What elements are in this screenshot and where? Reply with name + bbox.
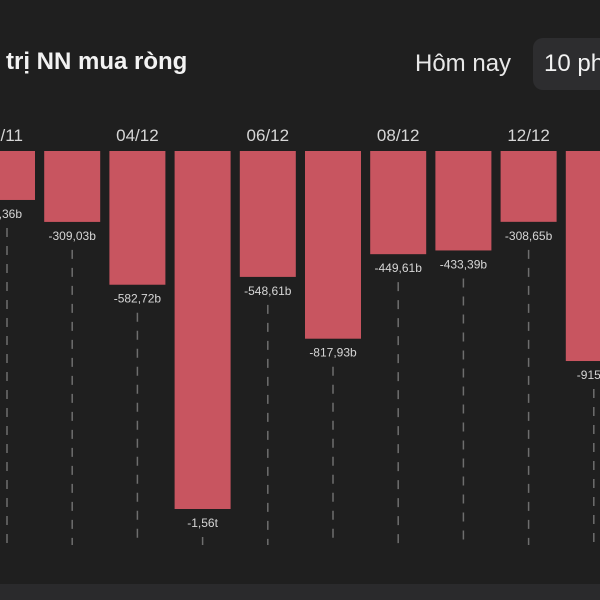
bar[interactable] bbox=[370, 151, 427, 255]
bar-value-label: -1,56t bbox=[187, 516, 218, 530]
bar[interactable] bbox=[435, 151, 492, 251]
bar[interactable] bbox=[44, 151, 101, 222]
bar-value-label: -548,61b bbox=[244, 284, 292, 298]
period-today-button[interactable]: Hôm nay bbox=[415, 50, 512, 77]
chart-title: trị NN mua ròng bbox=[6, 48, 188, 75]
bar[interactable] bbox=[174, 151, 231, 509]
bottom-bar bbox=[0, 584, 600, 600]
bar-value-label: 3,36b bbox=[0, 207, 22, 221]
x-tick-label: 06/12 bbox=[247, 126, 290, 145]
bar-value-label: -449,61b bbox=[375, 261, 423, 275]
bar-value-label: -582,72b bbox=[114, 292, 162, 306]
bar[interactable] bbox=[305, 151, 361, 339]
bar[interactable] bbox=[0, 151, 35, 200]
period-10-button[interactable]: 10 ph bbox=[533, 38, 600, 90]
bar-value-label: -433,39b bbox=[440, 257, 488, 271]
header: trị NN mua ròng Hôm nay 10 ph bbox=[0, 0, 600, 120]
bar-value-label: -309,03b bbox=[49, 229, 97, 243]
bar[interactable] bbox=[239, 151, 296, 277]
x-tick-label: 04/12 bbox=[116, 126, 159, 145]
bar[interactable] bbox=[565, 151, 600, 362]
bar-value-label: -817,93b bbox=[309, 346, 357, 360]
x-tick-label: 12/12 bbox=[507, 126, 550, 145]
bar-value-label: -308,65b bbox=[505, 229, 553, 243]
bar[interactable] bbox=[109, 151, 166, 285]
bar[interactable] bbox=[500, 151, 557, 222]
x-tick-label: 08/12 bbox=[377, 126, 420, 145]
bar-value-label: -915,2 bbox=[577, 368, 600, 382]
x-tick-label: 0/11 bbox=[0, 126, 23, 145]
